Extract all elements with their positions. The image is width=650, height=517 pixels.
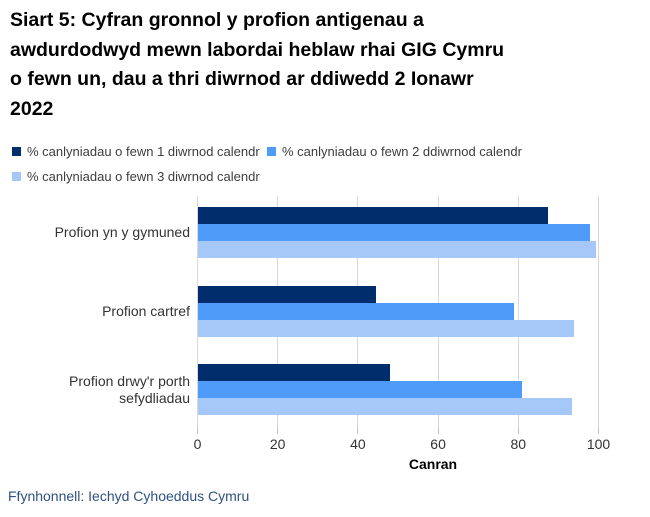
legend-swatch-icon <box>12 147 21 156</box>
bar <box>197 241 597 258</box>
axis-tick <box>517 427 519 434</box>
axis-tick <box>437 427 439 434</box>
axis-tick <box>357 427 359 434</box>
source-note: Ffynhonnell: Iechyd Cyhoeddus Cymru <box>8 488 250 504</box>
axis-tick <box>598 427 599 434</box>
x-tick-label: 60 <box>430 436 446 452</box>
x-tick-label: 20 <box>269 436 286 452</box>
legend-label: % canlyniadau o fewn 3 diwrnod calendr <box>27 169 260 184</box>
bar <box>197 207 549 224</box>
category-label: Profion yn y gymuned <box>54 224 190 240</box>
chart-title: Siart 5: Cyfran gronnol y profion antige… <box>10 6 644 124</box>
gridline <box>517 196 519 427</box>
legend-item-1-day: % canlyniadau o fewn 1 diwrnod calendr <box>12 144 260 159</box>
bar <box>197 319 575 337</box>
bar <box>197 224 591 241</box>
bar <box>197 398 573 416</box>
legend-swatch-icon <box>267 147 276 156</box>
bar <box>197 285 376 303</box>
chart-title-line: awdurdodwyd mewn labordai heblaw rhai GI… <box>10 38 505 61</box>
legend-label: % canlyniadau o fewn 2 ddiwrnod calendr <box>282 144 522 159</box>
bar <box>197 302 515 320</box>
axis-tick <box>277 427 279 434</box>
x-tick-label: 100 <box>586 436 611 452</box>
chart-title-line: 2022 <box>10 97 54 120</box>
x-tick-label: 40 <box>350 436 366 452</box>
category-label: Profion cartref <box>102 302 190 319</box>
legend-label: % canlyniadau o fewn 1 diwrnod calendr <box>27 144 260 159</box>
legend-swatch-icon <box>12 172 21 181</box>
x-tick-label: 80 <box>510 436 527 452</box>
x-tick-label: 0 <box>193 436 202 452</box>
gridline <box>598 196 599 427</box>
legend-item-3-day: % canlyniadau o fewn 3 diwrnod calendr <box>12 169 260 184</box>
legend-item-2-day: % canlyniadau o fewn 2 ddiwrnod calendr <box>267 144 522 159</box>
chart-title-line: o fewn un, dau a thri diwrnod ar ddiwedd… <box>10 68 474 90</box>
x-axis-title: Canran <box>408 456 458 472</box>
bar <box>197 364 390 382</box>
axis-tick <box>197 427 198 434</box>
chart-title-line: Siart 5: Cyfran gronnol y profion antige… <box>10 9 424 31</box>
category-label: Profion drwy'r porth sefydliadau <box>69 372 190 406</box>
bar <box>197 381 523 399</box>
